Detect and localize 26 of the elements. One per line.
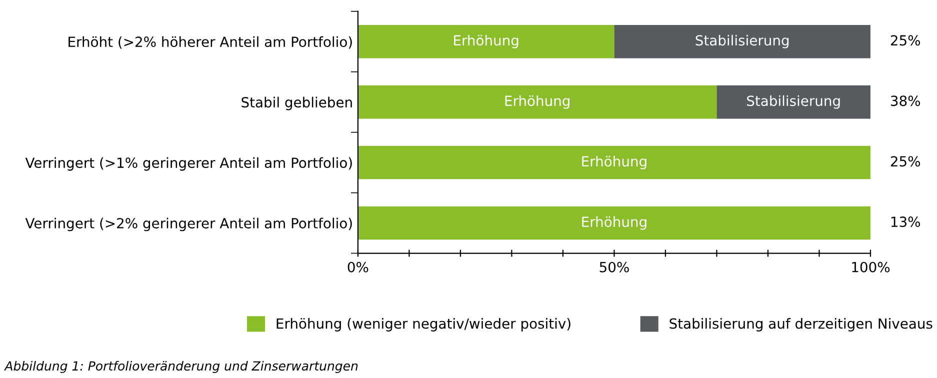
- text: Abbildung 1: Portfolioveränderung und Zinserwartungen: [4, 360, 358, 374]
- bar: [716, 85, 870, 119]
- data-label: Erhöhung: [505, 95, 570, 109]
- y-tick-label: Verringert (>1% geringerer Anteil am Portfolio): [25, 157, 352, 171]
- bar: [614, 24, 870, 58]
- data-label: Erhöhung: [582, 156, 646, 170]
- data-label: Erhöhung: [582, 216, 646, 230]
- bar: [358, 146, 870, 180]
- y-tick-label: Erhöht (>2% höherer Anteil am Portfolio): [68, 36, 352, 49]
- data-label: Stabilisierung: [696, 34, 789, 48]
- legend-label: Erhöhung (weniger negativ/wieder positiv): [276, 318, 570, 332]
- y-tick-label: Verringert (>2% geringerer Anteil am Portfolio): [25, 218, 352, 232]
- text: 25%: [890, 35, 920, 46]
- x-tick-label: 100%: [852, 262, 890, 272]
- bar: [358, 206, 870, 240]
- data-label: Stabilisierung: [747, 95, 840, 109]
- text: 25%: [890, 156, 920, 167]
- x-tick-label: 0%: [348, 262, 368, 272]
- bar: [358, 24, 614, 58]
- text: 13%: [891, 216, 920, 228]
- text: 38%: [890, 96, 920, 106]
- y-tick-label: Stabil geblieben: [242, 96, 352, 110]
- bar: [358, 85, 717, 119]
- x-tick-label: 50%: [600, 262, 629, 272]
- data-label: Erhöhung: [454, 34, 518, 48]
- legend-label: Stabilisierung auf derzeitigen Niveaus: [670, 318, 932, 332]
